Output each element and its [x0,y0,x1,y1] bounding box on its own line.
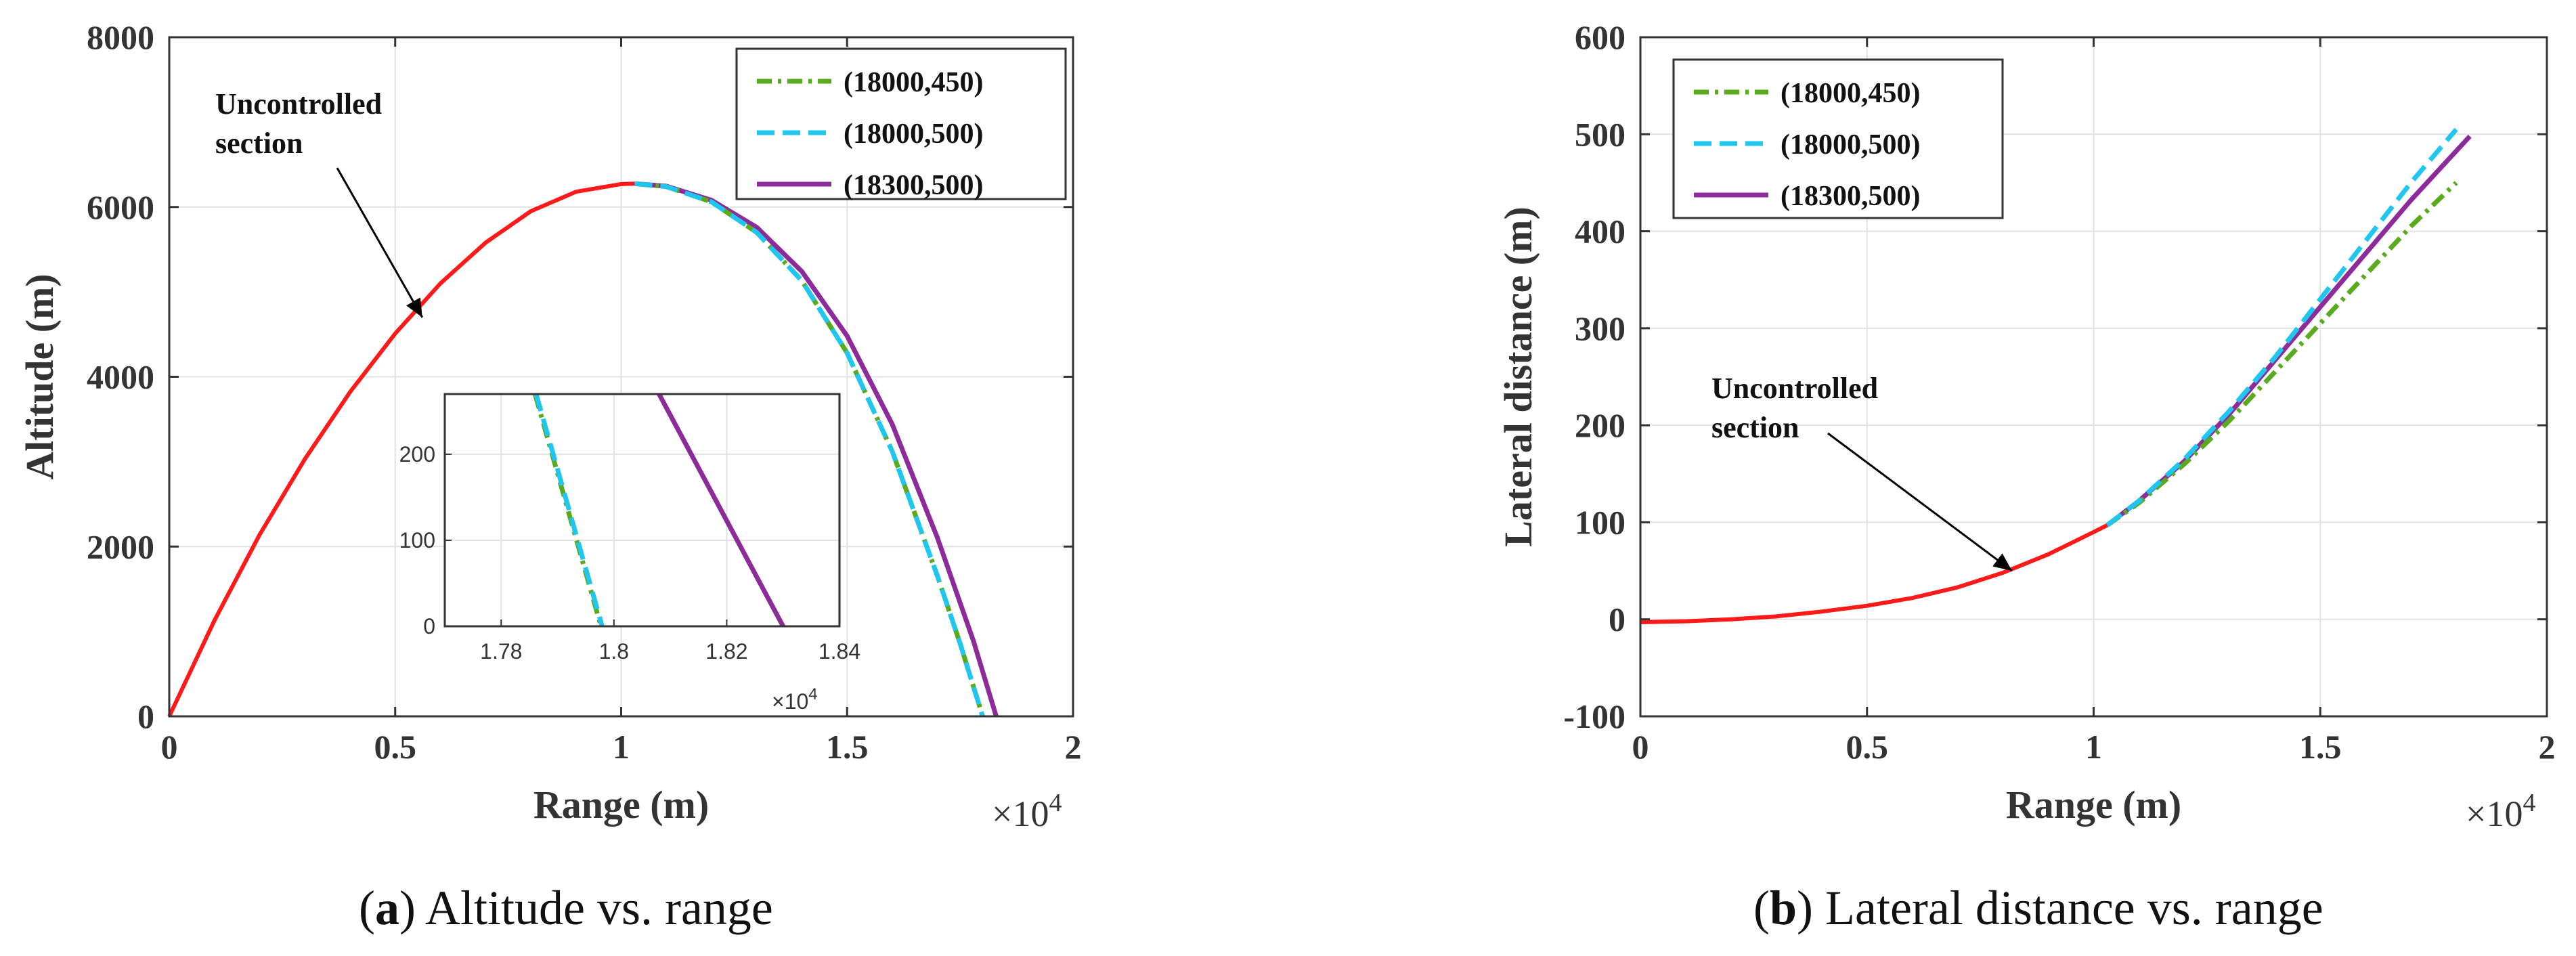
y-tick-label: -100 [1563,697,1625,735]
x-axis-label: Range (m) [533,783,709,827]
caption-a: (a) Altitude vs. range [359,881,773,935]
caption-b-text: Lateral distance vs. range [1813,881,2323,935]
legend-label: (18300,500) [1781,181,1920,212]
legend-label: (18000,450) [1781,78,1920,109]
x-tick-label: 0 [1632,728,1649,766]
x-tick-label: 0.5 [374,728,417,766]
inset-series-line-2 [657,393,785,628]
y-tick-label: 300 [1575,309,1625,347]
legend-label: (18300,500) [844,170,983,201]
legend-label: (18000,500) [1781,129,1920,160]
caption-a-letter: a [374,881,399,935]
series-line-0 [2105,181,2458,527]
annotation-line2: section [1711,411,1799,444]
annotation-line2: section [215,127,303,160]
x-tick-label: 0.5 [1846,728,1889,766]
inset-x-tick-label: 1.82 [705,639,747,664]
caption-b: (b) Lateral distance vs. range [1753,881,2323,935]
annotation-arrow [336,167,424,318]
y-axis-label: Altitude (m) [18,274,62,479]
y-tick-label: 4000 [87,358,154,396]
y-tick-label: 6000 [87,188,154,226]
x-exponent-power: 4 [1049,789,1062,817]
y-tick-label: 500 [1575,115,1625,153]
y-tick-label: 100 [1575,503,1625,541]
legend-label: (18000,450) [844,67,983,98]
inset-y-tick-label: 200 [399,442,435,466]
legend-box [735,47,1067,200]
inset-x-tick-label: 1.84 [818,639,860,664]
annotation-arrow [1827,432,2013,572]
inset-x-tick-label: 1.78 [480,639,522,664]
caption-a-text: Altitude vs. range [415,881,773,935]
y-tick-label: 400 [1575,213,1625,251]
x-tick-label: 1 [2085,728,2102,766]
inset-plot-area [445,394,839,626]
x-exponent: ×104 [2466,789,2535,834]
x-exponent: ×104 [992,789,1062,834]
annotation-line1: Uncontrolled [215,87,382,121]
x-tick-label: 2 [1065,728,1082,766]
x-tick-label: 1 [613,728,630,766]
x-tick-label: 2 [2539,728,2556,766]
y-axis-label: Lateral distance (m) [1496,207,1540,547]
y-tick-label: 200 [1575,406,1625,444]
inset-y-tick-label: 0 [423,614,435,638]
y-tick-label: 2000 [87,527,154,565]
series-uncontrolled-line [1640,523,2108,624]
annotation-line1: Uncontrolled [1711,372,1878,405]
y-tick-label: 8000 [87,18,154,56]
series-line-0 [634,181,985,718]
inset-x-tick-label: 1.8 [599,639,629,664]
x-axis-label: Range (m) [2006,783,2181,827]
x-tick-label: 0 [161,728,178,766]
x-tick-label: 1.5 [826,728,869,766]
legend-label: (18000,500) [844,118,983,150]
y-tick-label: 600 [1575,18,1625,56]
y-tick-label: 0 [137,697,154,735]
caption-b-letter: b [1769,881,1797,935]
inset-axes-frame [443,393,841,628]
series-line-1 [634,181,985,718]
inset-series-line-1 [533,393,605,627]
inset-y-tick-label: 100 [399,528,435,552]
y-tick-label: 0 [1609,601,1625,638]
chart-lateral: 0 0.5 1 1.5 2-1000100200300400500600×104Rang… [1496,18,2556,834]
inset-x-exponent-power: 4 [808,685,817,703]
legend-box [1672,58,2004,219]
x-tick-label: 1.5 [2299,728,2342,766]
series-line-1 [2105,127,2458,527]
x-exponent-power: 4 [2523,789,2535,817]
